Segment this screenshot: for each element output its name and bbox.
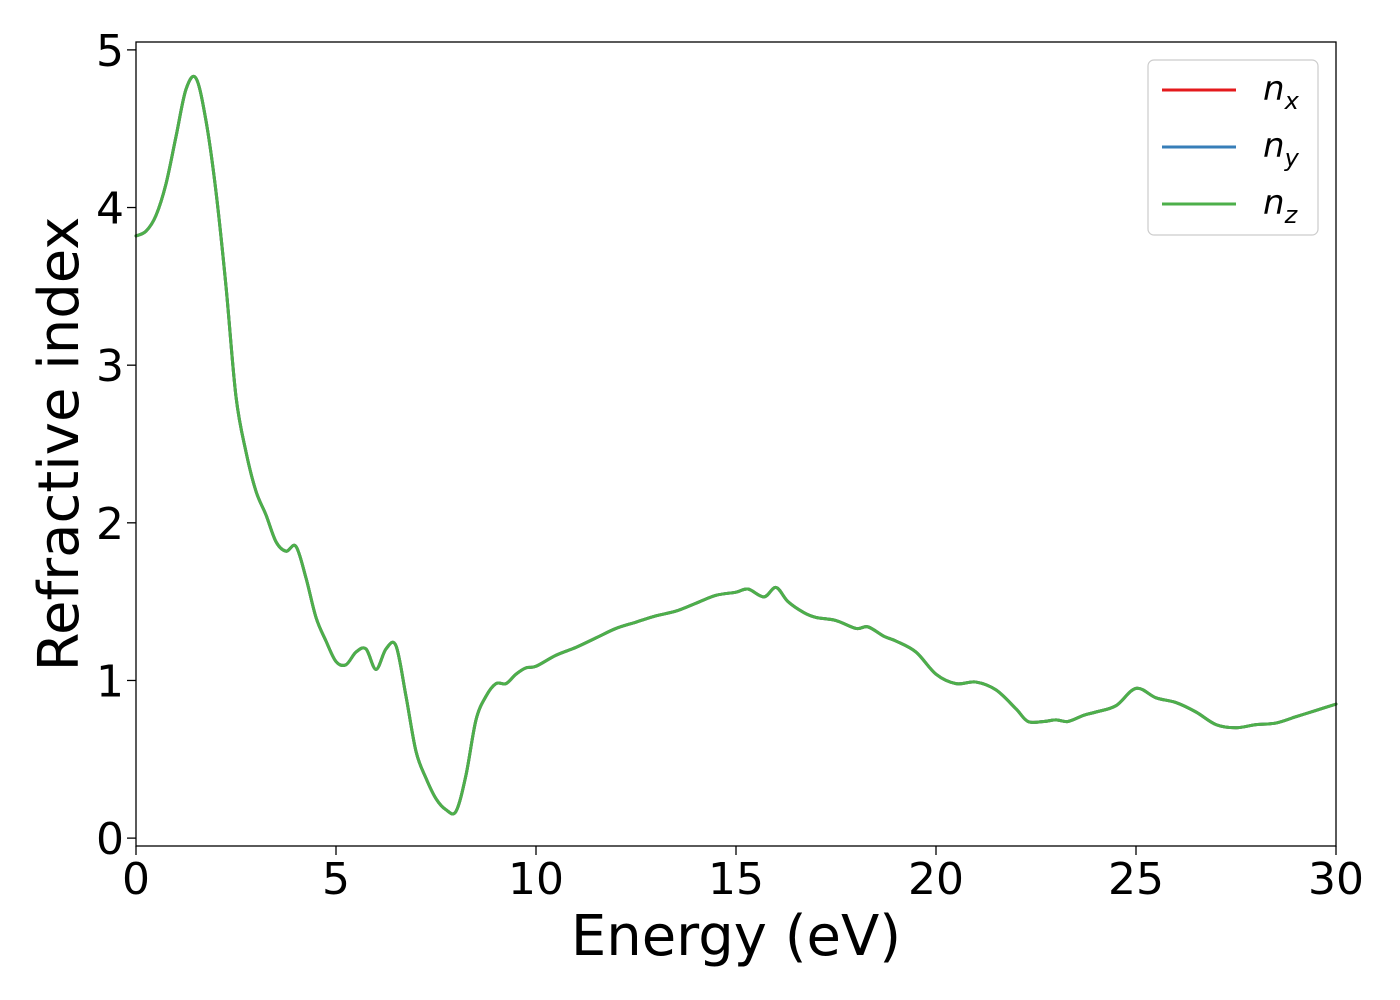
legend-entry-base: n [1263, 126, 1285, 166]
y-tick-label: 4 [96, 184, 124, 235]
x-tick-label: 10 [508, 854, 564, 905]
x-tick-label: 20 [908, 854, 964, 905]
y-tick-label: 3 [96, 341, 124, 392]
legend-entry-label: nx [1263, 69, 1300, 115]
y-tick-label: 0 [96, 814, 124, 865]
ticks-layer: 0 5 10 15 20 25 30 0 1 2 3 4 5 [96, 26, 1364, 905]
x-tick-label: 0 [122, 854, 150, 905]
legend-entry-subscript: y [1284, 144, 1300, 172]
x-tick-label: 5 [322, 854, 350, 905]
y-axis-label: Refractive index [27, 217, 92, 672]
legend-entry-subscript: x [1284, 87, 1300, 115]
x-tick-label: 15 [708, 854, 764, 905]
series-line-nz [134, 74, 1338, 816]
x-tick-label: 25 [1108, 854, 1164, 905]
legend-entry-subscript: z [1284, 201, 1299, 229]
x-tick-label: 30 [1308, 854, 1364, 905]
x-axis-label: Energy (eV) [571, 904, 901, 969]
y-tick-label: 5 [96, 26, 124, 77]
y-tick-label: 2 [96, 499, 124, 550]
y-tick-label: 1 [96, 656, 124, 707]
legend-entry-base: n [1263, 69, 1285, 109]
legend-entry-label: ny [1263, 126, 1300, 172]
series-layer [134, 74, 1338, 816]
legend-entry-label: nz [1263, 183, 1299, 229]
legend-entry-base: n [1263, 183, 1285, 223]
